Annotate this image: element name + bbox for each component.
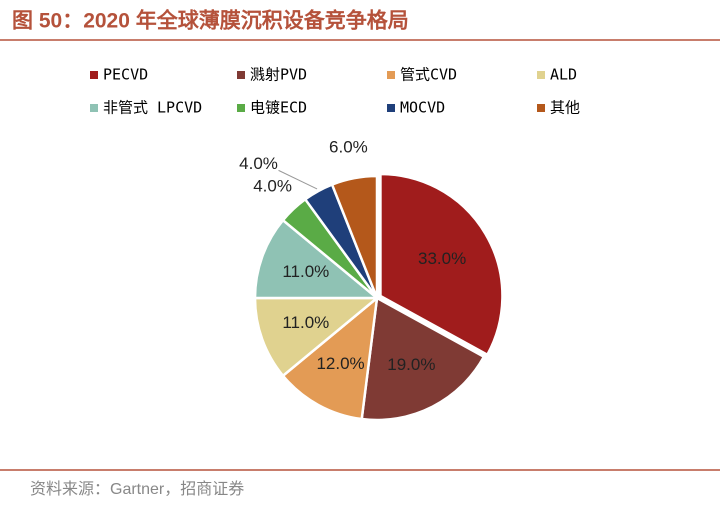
legend-label: 其他 xyxy=(550,99,580,117)
pie-slice xyxy=(379,172,504,357)
value-label: 33.0% xyxy=(418,249,466,268)
pie-slice xyxy=(360,296,486,422)
legend-swatch xyxy=(90,71,98,79)
legend-swatch xyxy=(90,104,98,112)
legend-swatch xyxy=(237,71,245,79)
legend-label: 溅射PVD xyxy=(250,66,307,84)
value-label: 4.0% xyxy=(239,154,278,173)
value-label: 4.0% xyxy=(253,176,292,195)
legend-swatch xyxy=(537,104,545,112)
pie-slice xyxy=(253,296,381,378)
pie-slice xyxy=(330,174,379,299)
legend-label: 非管式 LPCVD xyxy=(103,99,202,117)
value-label: 11.0% xyxy=(282,262,329,281)
chart-title: 图 50：2020 年全球薄膜沉积设备竞争格局 xyxy=(12,9,409,33)
legend-swatch xyxy=(387,71,395,79)
leader-line xyxy=(278,169,318,190)
legend-swatch xyxy=(537,71,545,79)
legend-label: MOCVD xyxy=(400,99,445,117)
legend-swatch xyxy=(237,104,245,112)
pie-slice xyxy=(253,218,381,300)
legend-label: 管式CVD xyxy=(400,66,457,84)
source-note: 资料来源：Gartner，招商证券 xyxy=(30,480,244,498)
legend-label: 电镀ECD xyxy=(250,99,307,117)
legend-swatch xyxy=(387,104,395,112)
value-label: 12.0% xyxy=(316,354,364,373)
value-label: 11.0% xyxy=(282,313,329,332)
legend-label: PECVD xyxy=(103,66,148,84)
legend-label: ALD xyxy=(550,66,577,84)
pie-slice xyxy=(281,295,379,421)
value-label: 19.0% xyxy=(387,355,435,374)
value-label: 6.0% xyxy=(329,138,368,157)
